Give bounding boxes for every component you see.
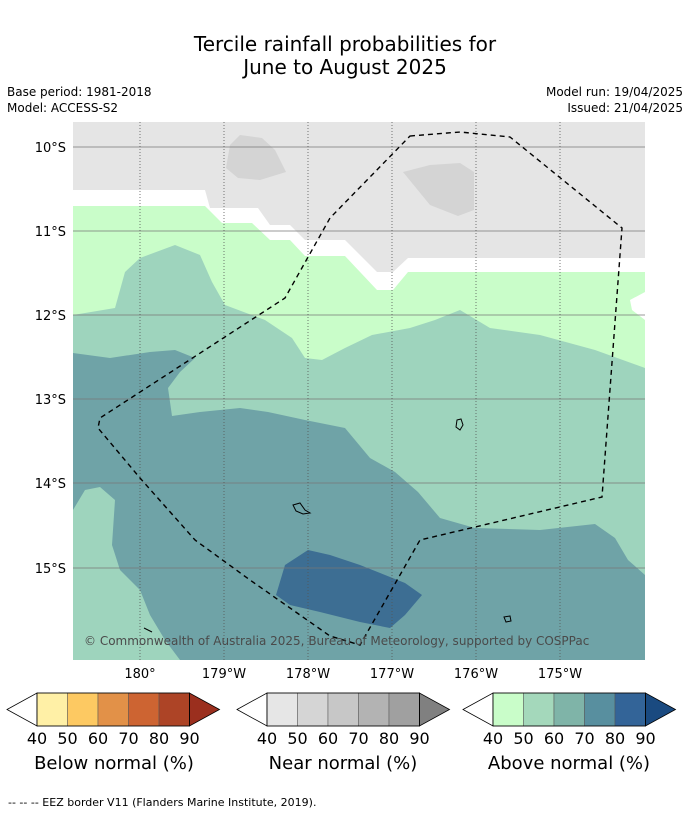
colorbar-title-near: Near normal (%)	[268, 753, 418, 774]
title-line-1: Tercile rainfall probabilities for	[193, 32, 497, 56]
colorbar-segment	[327, 692, 359, 727]
above-normal-60-region	[73, 350, 645, 660]
colorbar-title-above: Above normal (%)	[487, 753, 651, 774]
colorbar-tick-label: 60	[88, 729, 108, 748]
lat-label: 12°S	[35, 309, 66, 324]
colorbar-segment	[297, 692, 329, 727]
colorbar-under-triangle	[236, 692, 268, 727]
colorbar-legends: 40 50 60 70 80 90 40 50 60 70 80 90 40 50 60 70 80 90	[6, 692, 677, 748]
footer-note: -- -- -- EEZ border V11 (Flanders Marine…	[8, 796, 317, 809]
colorbar-segment	[553, 692, 585, 727]
title-line-2: June to August 2025	[243, 55, 447, 79]
near-normal-dark-blob-1	[226, 135, 286, 180]
colorbar-tick-label: 80	[149, 729, 169, 748]
colorbar-tick-label: 60	[318, 729, 338, 748]
colorbar-outline	[36, 692, 190, 727]
eez-border	[97, 131, 623, 646]
colorbar-tick-label: 60	[544, 729, 564, 748]
island-2	[292, 502, 312, 515]
near-normal-dark-blob-2	[403, 163, 474, 216]
colorbar-segment	[266, 692, 298, 727]
lon-label: 179°W	[202, 667, 246, 682]
lat-label: 10°S	[35, 141, 66, 156]
issued-date: Issued: 21/04/2025	[567, 101, 683, 115]
lat-label: 11°S	[35, 225, 66, 240]
lon-label: 175°W	[538, 667, 582, 682]
colorbar-tick-label: 50	[57, 729, 77, 748]
lat-label: 13°S	[35, 393, 66, 408]
colorbar-under-triangle	[6, 692, 38, 727]
colorbar-segment	[388, 692, 420, 727]
colorbar-segment	[358, 692, 390, 727]
colorbar-tick-label: 80	[379, 729, 399, 748]
colorbar-segment	[128, 692, 160, 727]
colorbar-outline	[266, 692, 420, 727]
colorbar-tick-label: 90	[179, 729, 199, 748]
colorbar-segment	[492, 692, 524, 727]
colorbar-under-triangle	[462, 692, 494, 727]
colorbar-tick-label: 70	[574, 729, 594, 748]
colorbar-segment	[614, 692, 646, 727]
lon-label: 177°W	[370, 667, 414, 682]
colorbar-over-triangle	[189, 692, 221, 727]
above-normal-70-region	[276, 550, 422, 628]
colorbar-tick-label: 70	[348, 729, 368, 748]
colorbar-tick-label: 90	[409, 729, 429, 748]
lon-label: 178°W	[286, 667, 330, 682]
model-run: Model run: 19/04/2025	[545, 85, 683, 99]
lat-label: 14°S	[35, 477, 66, 492]
colorbar-tick-label: 50	[287, 729, 307, 748]
colorbar-over-triangle	[419, 692, 451, 727]
colorbar-segment	[67, 692, 99, 727]
colorbar-segment	[97, 692, 129, 727]
colorbar-tick-label: 40	[483, 729, 503, 748]
island-4	[143, 627, 153, 633]
colorbar-segment	[523, 692, 555, 727]
colorbar-segment	[36, 692, 68, 727]
colorbar-segment	[584, 692, 616, 727]
island-3	[503, 615, 512, 623]
lat-label: 15°S	[35, 562, 66, 577]
colorbar-tick-label: 50	[513, 729, 533, 748]
base-period: Base period: 1981-2018	[7, 85, 152, 99]
colorbar-title-below: Below normal (%)	[34, 753, 194, 774]
gridlines	[73, 146, 645, 569]
near-normal-region	[73, 122, 645, 272]
island-1	[455, 418, 464, 431]
colorbar-outline	[492, 692, 646, 727]
colorbar-segment	[158, 692, 190, 727]
map-copyright: © Commonwealth of Australia 2025, Bureau…	[84, 634, 589, 648]
model-name: Model: ACCESS-S2	[7, 101, 119, 115]
colorbar-tick-label: 90	[635, 729, 655, 748]
colorbar-tick-label: 70	[118, 729, 138, 748]
lon-label: 180°	[124, 667, 155, 682]
lon-label: 176°W	[454, 667, 498, 682]
colorbar-tick-label: 80	[605, 729, 625, 748]
colorbar-over-triangle	[645, 692, 677, 727]
colorbar-tick-label: 40	[257, 729, 277, 748]
colorbar-tick-label: 40	[27, 729, 47, 748]
